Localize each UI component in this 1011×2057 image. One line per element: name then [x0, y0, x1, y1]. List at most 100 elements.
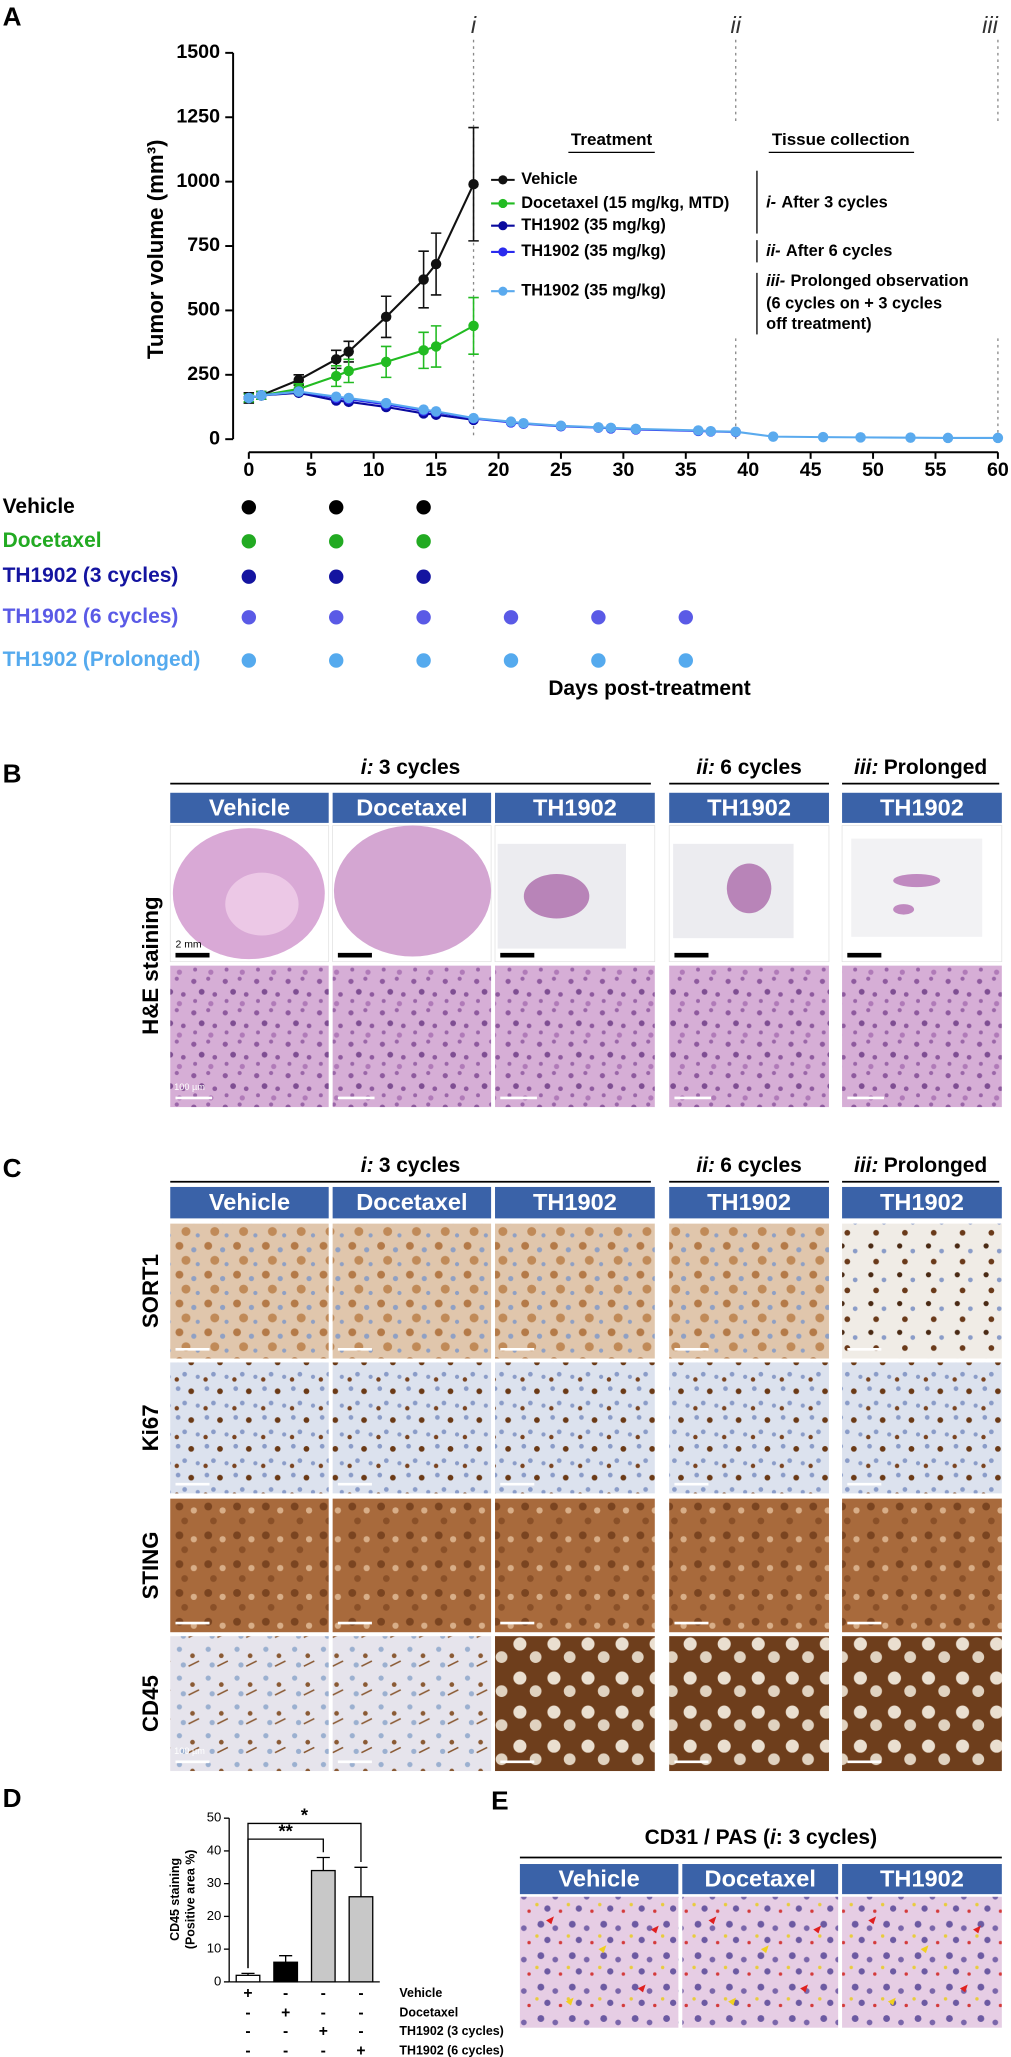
collection-text: iii- Prolonged observation: [766, 272, 968, 290]
group-numeral: iii:: [854, 1154, 878, 1177]
group-text: Prolonged: [884, 755, 988, 778]
panel-label: C: [3, 1153, 22, 1183]
title-numeral: i: [770, 1825, 777, 1848]
arrowhead: [760, 1945, 769, 1954]
x-tick-label: 45: [800, 459, 822, 481]
column-header: TH1902: [880, 794, 964, 820]
matrix-sign: -: [245, 2023, 250, 2040]
matrix-sign: +: [319, 2023, 328, 2040]
matrix-label: Vehicle: [399, 1986, 442, 2000]
data-point: [343, 365, 354, 377]
column-header: Vehicle: [209, 794, 290, 820]
gross-tissue: [893, 904, 915, 915]
ihc-micrograph: [170, 1223, 329, 1359]
phase-label: i: [471, 12, 477, 38]
dose-dot: [416, 500, 431, 515]
dose-dot: [416, 569, 431, 584]
series-line: [248, 183, 475, 400]
scale-label: 100 µm: [174, 1082, 205, 1092]
x-tick-label: 50: [862, 459, 884, 481]
x-tick-label: 0: [243, 459, 254, 481]
data-point: [418, 404, 429, 415]
group-header: iii: Prolonged: [854, 755, 987, 778]
dose-dot: [329, 610, 344, 625]
matrix-sign: -: [358, 2004, 363, 2021]
data-point: [518, 417, 529, 429]
ihc-micrograph: [842, 1223, 1002, 1359]
panel-label: D: [3, 1783, 22, 1813]
arrowhead: [598, 1945, 607, 1954]
group-numeral: iii:: [854, 755, 878, 778]
pas-micrograph: [682, 1896, 839, 2028]
ihc-micrograph: [170, 1636, 329, 1772]
x-tick-label: 30: [612, 459, 634, 481]
collection-text: i- After 3 cycles: [766, 194, 888, 212]
legend-swatch: [498, 286, 508, 296]
column-header-bar: [332, 792, 492, 823]
y-tick-label: 20: [207, 1908, 222, 1923]
column-header: TH1902: [880, 1866, 964, 1892]
dose-dot: [416, 653, 431, 668]
pas-micrograph: [842, 1896, 1002, 2028]
matrix-label: TH1902 (3 cycles): [399, 2024, 503, 2038]
dose-dot: [591, 610, 606, 625]
ihc-micrograph: [842, 1636, 1002, 1772]
group-numeral: i:: [361, 1154, 374, 1177]
y-tick-label: 30: [207, 1875, 222, 1890]
matrix-sign: -: [283, 2042, 288, 2057]
y-axis-label: CD45 staining: [168, 1858, 182, 1941]
arrowhead: [708, 1916, 717, 1925]
dose-dot: [241, 569, 257, 584]
he-micrograph: [170, 965, 329, 1108]
collection-numeral: iii-: [766, 272, 785, 290]
legend-label: Docetaxel (15 mg/kg, MTD): [521, 194, 729, 212]
data-point: [905, 432, 916, 443]
legend-swatch: [498, 221, 508, 231]
ihc-micrograph: [495, 1636, 655, 1772]
y-tick-label: 40: [207, 1842, 222, 1857]
dose-dot: [329, 569, 344, 584]
dose-dot: [241, 500, 257, 515]
group-header: iii: Prolonged: [854, 1154, 987, 1177]
matrix-sign: -: [358, 1985, 363, 2002]
legend-swatch: [498, 247, 508, 257]
data-point: [330, 391, 342, 402]
collection-line: After 6 cycles: [786, 242, 892, 260]
column-header: TH1902: [880, 1189, 964, 1215]
matrix-sign: +: [281, 2004, 290, 2021]
gross-slide: [851, 838, 983, 937]
dose-dot: [591, 653, 606, 668]
column-header: Vehicle: [559, 1866, 640, 1892]
dose-dot: [329, 653, 344, 668]
column-header: TH1902: [533, 1189, 617, 1215]
group-header: i: 3 cycles: [361, 1154, 461, 1177]
significance-label: **: [279, 1820, 294, 1841]
data-point: [380, 311, 392, 323]
matrix-sign: -: [283, 1985, 288, 2002]
gross-tissue: [893, 873, 941, 888]
group-numeral: ii:: [696, 755, 715, 778]
y-tick-label: 0: [214, 1973, 221, 1988]
y-tick-label: 1000: [176, 170, 220, 192]
schedule-xlabel: Days post-treatment: [548, 677, 750, 700]
group-text: 6 cycles: [720, 755, 802, 778]
significance-label: *: [301, 1805, 309, 1826]
column-header-bar: [170, 792, 329, 823]
dose-dot: [678, 653, 693, 668]
bar: [310, 1869, 336, 1983]
row-label: STING: [138, 1531, 163, 1599]
ihc-micrograph: [332, 1498, 492, 1633]
panel-label: E: [491, 1785, 508, 1815]
panel-label: A: [3, 2, 22, 32]
ihc-micrograph: [332, 1362, 492, 1494]
matrix-sign: -: [321, 2004, 326, 2021]
data-point: [555, 420, 567, 432]
group-text: 3 cycles: [379, 1154, 461, 1177]
matrix-sign: -: [321, 1985, 326, 2002]
data-point: [855, 432, 866, 443]
matrix-sign: -: [245, 2004, 250, 2021]
legend-label: TH1902 (35 mg/kg): [521, 282, 666, 300]
x-tick-label: 25: [550, 459, 572, 481]
